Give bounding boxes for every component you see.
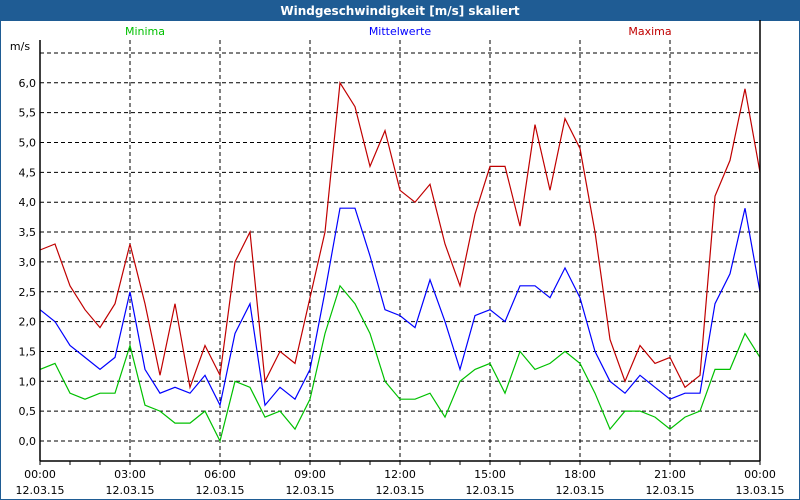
x-tick-date: 12.03.15 — [556, 484, 605, 497]
y-tick-label: 5,0 — [19, 137, 37, 150]
x-tick-date: 12.03.15 — [196, 484, 245, 497]
x-tick-time: 12:00 — [384, 468, 416, 481]
y-tick-label: 4,5 — [19, 166, 37, 179]
series-line-minima — [39, 284, 761, 443]
legend-maxima: Maxima — [628, 25, 671, 38]
y-tick-label: 4,0 — [19, 196, 37, 209]
window-title: Windgeschwindigkeit [m/s] skaliert — [1, 1, 799, 21]
series-line-mittelwerte — [39, 207, 761, 408]
x-tick-time: 09:00 — [294, 468, 326, 481]
x-tick-date: 12.03.15 — [466, 484, 515, 497]
y-tick-label: 5,5 — [19, 107, 37, 120]
y-tick-label: 0,0 — [19, 435, 37, 448]
series-line-maxima — [39, 80, 761, 390]
y-tick-label: 2,5 — [19, 286, 37, 299]
x-tick-time: 06:00 — [204, 468, 236, 481]
x-tick-time: 15:00 — [474, 468, 506, 481]
series-lines — [39, 80, 761, 443]
y-tick-label: 3,0 — [19, 256, 37, 269]
legend-mittelwerte: Mittelwerte — [369, 25, 432, 38]
x-tick-date: 13.03.15 — [736, 484, 785, 497]
y-tick-label: 2,0 — [19, 316, 37, 329]
grid — [40, 40, 760, 461]
x-tick-date: 12.03.15 — [16, 484, 65, 497]
y-tick-label: 3,5 — [19, 226, 37, 239]
x-tick-date: 12.03.15 — [106, 484, 155, 497]
x-tick-date: 12.03.15 — [376, 484, 425, 497]
x-tick-date: 12.03.15 — [286, 484, 335, 497]
x-tick-time: 21:00 — [654, 468, 686, 481]
y-tick-label: 1,0 — [19, 375, 37, 388]
x-tick-time: 18:00 — [564, 468, 596, 481]
y-tick-label: 6,0 — [19, 77, 37, 90]
axes: 0,0 0,5 1,0 1,5 2,0 2,5 3,0 3,5 4,0 4,5 5,0 5,5 6,0 0… — [16, 20, 785, 497]
y-tick-label: 0,5 — [19, 405, 37, 418]
x-tick-date: 12.03.15 — [646, 484, 695, 497]
y-axis-label: m/s — [10, 40, 30, 53]
x-tick-time: 00:00 — [24, 468, 56, 481]
legend-minima: Minima — [125, 25, 165, 38]
x-tick-time: 03:00 — [114, 468, 146, 481]
y-tick-label: 1,5 — [19, 345, 37, 358]
x-tick-time: 00:00 — [744, 468, 776, 481]
